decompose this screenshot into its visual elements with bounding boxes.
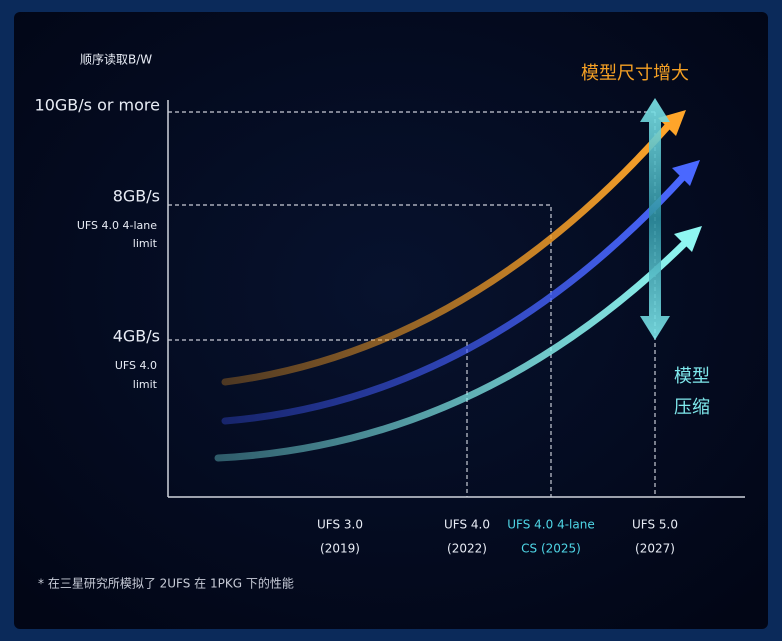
y-axis-title: 顺序读取B/W — [80, 52, 152, 67]
y-level-label: 8GB/s — [113, 187, 160, 206]
x-label: (2027) — [635, 542, 675, 556]
guide-line — [168, 339, 468, 497]
curve-cyan — [214, 238, 690, 462]
arrow-up-label: 模型尺寸增大 — [581, 63, 689, 84]
x-label: UFS 4.0 4-lane — [507, 518, 594, 532]
arrow-down-label: 模型 — [674, 366, 710, 387]
y-level-label: 4GB/s — [113, 327, 160, 346]
panel — [14, 12, 768, 629]
x-label: CS (2025) — [521, 542, 581, 556]
footnote: * 在三星研究所模拟了 2UFS 在 1PKG 下的性能 — [38, 576, 294, 591]
curve-blue — [221, 172, 688, 425]
arrow-down-label: 压缩 — [674, 397, 710, 418]
x-label: (2019) — [320, 542, 360, 556]
guide-line — [168, 204, 552, 497]
x-label: (2022) — [447, 542, 487, 556]
arrow-head — [672, 160, 700, 186]
y-level-note: UFS 4.0 — [115, 359, 157, 372]
double-arrow — [640, 98, 670, 340]
x-label: UFS 3.0 — [317, 518, 363, 532]
x-label: UFS 5.0 — [632, 518, 678, 532]
curve-orange — [221, 122, 672, 386]
arrow-head — [674, 226, 702, 252]
x-label: UFS 4.0 — [444, 518, 490, 532]
y-level-label: 10GB/s or more — [35, 96, 160, 115]
y-level-note: UFS 4.0 4-lane — [77, 219, 157, 232]
y-level-note: limit — [133, 237, 158, 250]
y-level-note: limit — [133, 378, 158, 391]
